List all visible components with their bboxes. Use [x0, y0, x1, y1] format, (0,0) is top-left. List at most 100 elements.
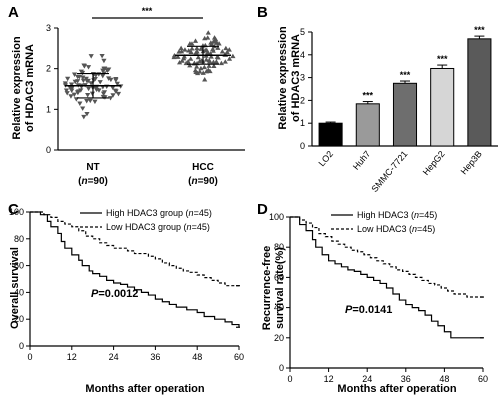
data-point [215, 45, 221, 50]
data-point [194, 45, 200, 51]
data-point [206, 63, 212, 68]
data-point [87, 98, 93, 104]
km-curve-high [290, 216, 483, 339]
xtick-label-c: 12 [67, 352, 77, 362]
xtick-label-d: 24 [362, 374, 372, 384]
data-point [198, 46, 204, 51]
xtick-label-c: 36 [150, 352, 160, 362]
group-n-nt: (n=90) [78, 176, 108, 187]
ytick-label-d: 20 [274, 333, 284, 343]
data-point [210, 46, 216, 51]
data-point [188, 49, 194, 55]
ylabel-a-line1: Relative expression [11, 36, 23, 140]
p-value-d: P=0.0141 [345, 304, 392, 316]
category-label: Huh7 [351, 149, 372, 172]
km-curve-low [30, 211, 239, 287]
ytick-label-a: 3 [46, 23, 51, 33]
data-point [188, 56, 194, 61]
data-point [93, 86, 99, 91]
ytick-label-b: 4 [300, 50, 305, 60]
ylabel-d-line2: survival rate(%) [274, 247, 286, 329]
data-point [219, 49, 225, 54]
stats-a [65, 45, 231, 99]
data-point [194, 49, 200, 54]
data-point [176, 59, 183, 65]
data-point [64, 91, 70, 96]
series-c [30, 211, 240, 328]
data-point [208, 54, 214, 59]
legend-d-label-0: High HDAC3 (n=45) [357, 210, 437, 220]
data-point [187, 62, 193, 68]
data-point [224, 49, 230, 55]
data-point [72, 79, 78, 85]
data-point [205, 49, 211, 55]
panel-c: C Overall survival Months after operatio… [8, 201, 244, 395]
ytick-label-c: 0 [19, 341, 24, 351]
data-point [211, 63, 217, 68]
bars-b: LO2 *** Huh7 *** SMMC-7721 *** HepG2 *** Hep3B [317, 25, 492, 194]
panel-label-a: A [8, 4, 19, 21]
bar-huh7 [355, 103, 380, 147]
data-point [81, 63, 87, 68]
data-point [214, 54, 220, 59]
data-point [86, 86, 92, 92]
panel-label-c: C [8, 201, 19, 218]
data-point [218, 60, 225, 66]
bar-lo2 [318, 122, 343, 147]
data-point [230, 53, 236, 59]
data-point [110, 85, 116, 91]
ytick-label-a: 1 [46, 104, 51, 114]
data-point [205, 30, 211, 35]
xlabel-c: Months after operation [85, 383, 204, 395]
xtick-label-d: 48 [439, 374, 449, 384]
data-point [71, 72, 78, 77]
data-point [178, 45, 184, 51]
data-point [205, 67, 211, 72]
points-a [62, 30, 236, 120]
data-point [80, 75, 86, 80]
xtick-label-d: 60 [478, 374, 488, 384]
legend-c-label-0: High HDAC3 group (n=45) [106, 208, 212, 218]
data-point [179, 58, 185, 63]
data-point [175, 54, 181, 59]
category-label: SMMC-7721 [369, 149, 409, 194]
data-point [114, 81, 120, 87]
ytick-label-d: 100 [269, 212, 284, 222]
sig-label: *** [363, 91, 374, 101]
xtick-label-c: 48 [192, 352, 202, 362]
data-point [69, 88, 75, 94]
xtick-label-c: 60 [234, 352, 244, 362]
legend-d-label-1: Low HDAC3 (n=45) [357, 224, 435, 234]
p-value-c: P=0.0012 [91, 288, 138, 300]
data-point [68, 82, 75, 87]
data-point [101, 90, 108, 95]
data-point [189, 41, 195, 46]
ytick-label-d: 40 [274, 303, 284, 313]
ytick-label-b: 3 [300, 73, 305, 83]
data-point [181, 55, 187, 61]
ytick-label-c: 40 [14, 287, 24, 297]
data-point [76, 89, 82, 94]
data-point [84, 112, 90, 117]
axes-a: 0 1 2 3 [46, 23, 245, 155]
data-point [92, 99, 98, 105]
data-point [200, 70, 206, 75]
data-point [80, 78, 86, 84]
data-point [202, 77, 208, 82]
data-point [115, 91, 122, 97]
category-label: HepG2 [421, 149, 447, 177]
data-point [85, 93, 91, 98]
ylabel-b-line1: Relative expression [277, 26, 289, 130]
panel-b: B Relative expression of HDAC3 mRNA 0 1 2 3… [257, 4, 498, 194]
data-point [195, 54, 201, 60]
data-point [208, 40, 214, 45]
data-point [85, 65, 92, 70]
data-point [226, 56, 233, 61]
data-point [77, 101, 83, 106]
data-point [97, 80, 103, 85]
data-point [223, 45, 229, 51]
legend-c-label-1: Low HDAC3 group (n=45) [106, 222, 210, 232]
ytick-label-c: 60 [14, 261, 24, 271]
bar-hep3b [467, 38, 492, 147]
